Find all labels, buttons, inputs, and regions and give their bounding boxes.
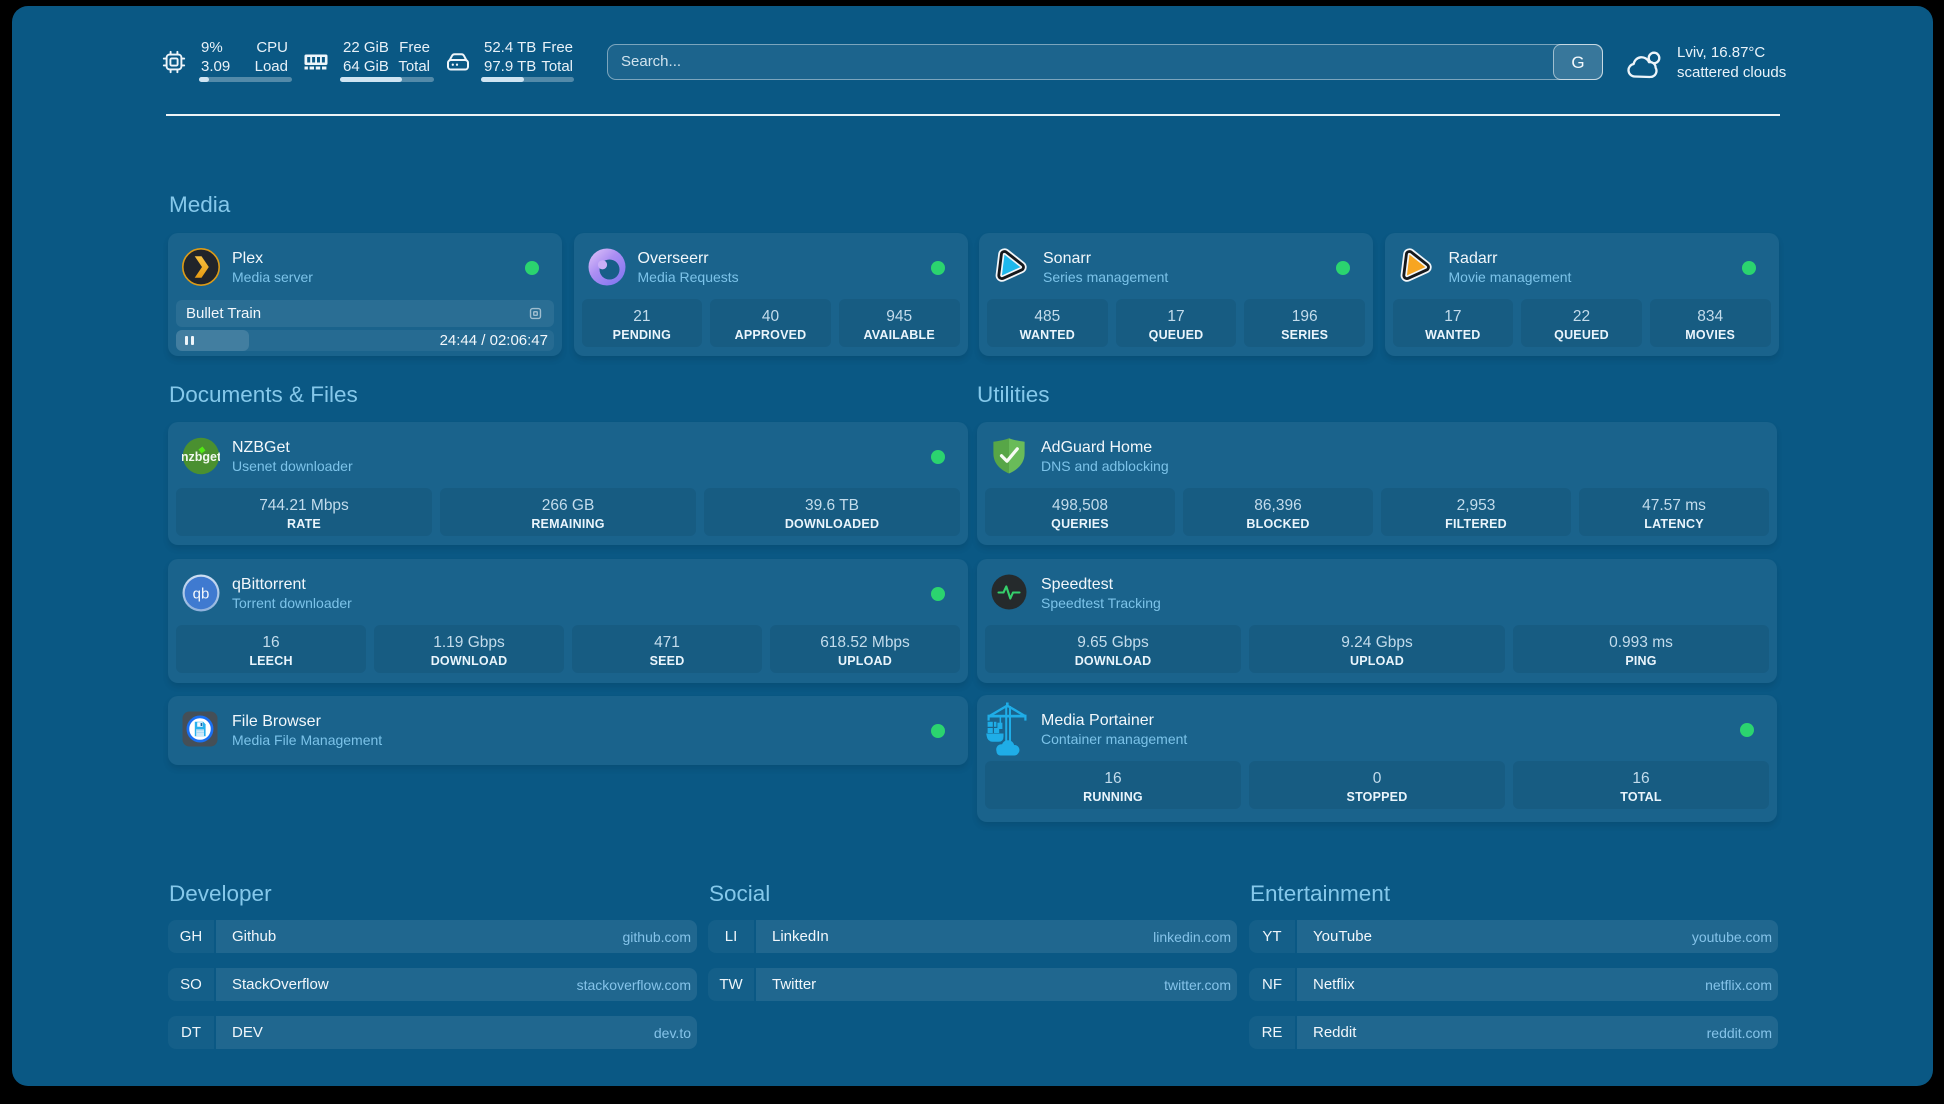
- svg-text:qb: qb: [193, 586, 210, 603]
- svg-text:nzbget: nzbget: [182, 450, 220, 464]
